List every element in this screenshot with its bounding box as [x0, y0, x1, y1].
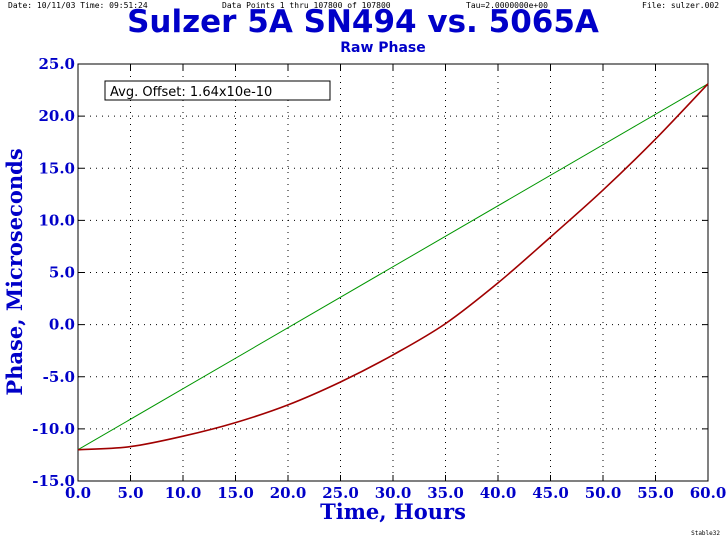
x-tick-label: 45.0: [532, 484, 569, 502]
y-tick-label: 5.0: [49, 264, 75, 282]
y-tick-label: 25.0: [38, 55, 75, 73]
grid: [78, 64, 708, 481]
x-tick-label: 0.0: [65, 484, 91, 502]
y-tick-label: 10.0: [38, 211, 75, 229]
x-tick-labels: 0.0 5.0 10.0 15.0 20.0 25.0 30.0 35.0 40.0 45.0 50…: [65, 484, 726, 502]
annotation-box: Avg. Offset: 1.64x10e-10: [104, 80, 331, 101]
x-tick-label: 15.0: [217, 484, 254, 502]
x-axis-label: Time, Hours: [320, 499, 466, 524]
chart-title: Sulzer 5A SN494 vs. 5065A: [127, 4, 599, 40]
chart-subtitle: Raw Phase: [340, 40, 426, 56]
x-tick-label: 40.0: [480, 484, 517, 502]
tick-marks: [77, 63, 709, 482]
x-tick-label: 5.0: [117, 484, 143, 502]
x-tick-label: 20.0: [270, 484, 307, 502]
y-tick-label: -10.0: [32, 420, 75, 438]
series-line-0: [77, 83, 709, 451]
header-tau: Tau=2.0000000e+00: [466, 1, 548, 10]
series-lines: [77, 83, 709, 451]
series-line-1: [77, 83, 709, 451]
header-data-points: Data Points 1 thru 107800 of 107800: [222, 1, 391, 10]
header-date-time: Date: 10/11/03 Time: 09:51:24: [8, 1, 148, 10]
y-tick-label: 0.0: [49, 316, 75, 334]
y-tick-label: -15.0: [32, 472, 75, 490]
x-tick-label: 55.0: [637, 484, 674, 502]
y-tick-label: -5.0: [43, 368, 75, 386]
footer-brand: Stable32: [691, 530, 720, 537]
x-tick-label: 10.0: [165, 484, 202, 502]
x-tick-label: 60.0: [690, 484, 726, 502]
y-tick-labels: 25.0 20.0 15.0 10.0 5.0 0.0 -5.0 -10.0 -15.0: [32, 55, 75, 490]
x-tick-label: 25.0: [322, 484, 359, 502]
header-file: File: sulzer.002: [642, 1, 720, 10]
x-tick-label: 50.0: [585, 484, 622, 502]
y-tick-label: 20.0: [38, 107, 75, 125]
x-tick-label: 35.0: [427, 484, 464, 502]
annotation-text: Avg. Offset: 1.64x10e-10: [110, 85, 272, 100]
x-tick-label: 30.0: [375, 484, 412, 502]
y-axis-label: Phase, Microseconds: [2, 148, 27, 395]
y-tick-label: 15.0: [38, 159, 75, 177]
